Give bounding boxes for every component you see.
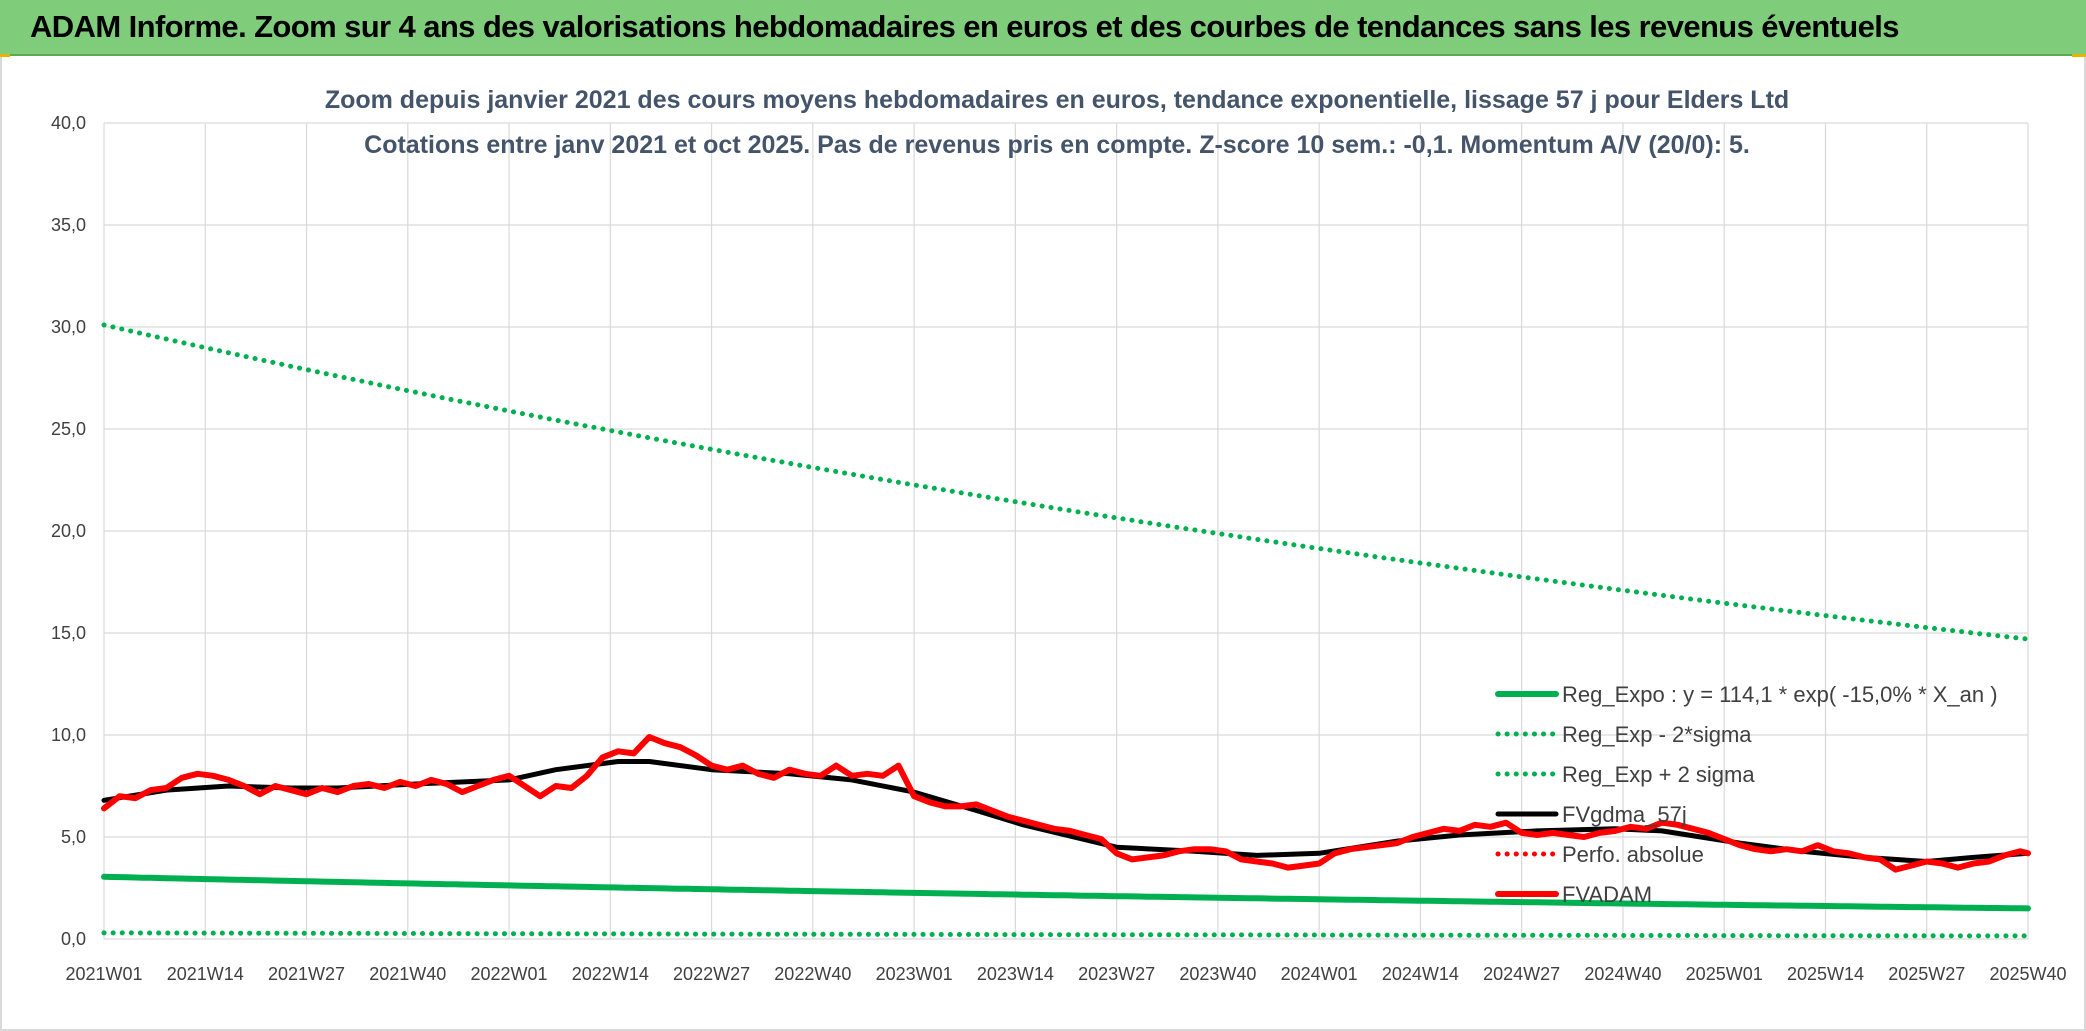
series-line-reg-exp-2 [101,322,2031,642]
x-tick-label: 2025W14 [1787,964,1864,984]
y-tick-label: 15,0 [51,623,86,643]
y-axis-ticks: 0,0 5,0 10,0 15,0 20,0 25,0 30,0 35,0 40,0 [51,113,86,949]
y-tick-label: 5,0 [61,827,86,847]
y-tick-label: 25,0 [51,419,86,439]
y-tick-label: 40,0 [51,113,86,133]
legend-entry: Reg_Expo : y = 114,1 * exp( -15,0% * X_a… [1562,682,1998,707]
x-tick-label: 2024W40 [1584,964,1661,984]
y-tick-label: 35,0 [51,215,86,235]
series-line-fvadam [101,734,2031,873]
gridlines [103,122,2029,940]
x-tick-label: 2022W27 [673,964,750,984]
x-tick-label: 2024W14 [1382,964,1459,984]
y-tick-label: 20,0 [51,521,86,541]
legend-entry: FVgdma_57j [1562,802,1687,827]
y-tick-label: 10,0 [51,725,86,745]
x-tick-label: 2021W14 [167,964,244,984]
x-tick-label: 2022W14 [572,964,649,984]
x-tick-label: 2024W27 [1483,964,1560,984]
x-axis-ticks: 2021W01 2021W14 2021W27 2021W40 2022W01 2022W… [65,964,2066,984]
x-tick-label: 2021W01 [65,964,142,984]
y-tick-label: 30,0 [51,317,86,337]
legend: Reg_Expo : y = 114,1 * exp( -15,0% * X_a… [1495,682,1998,907]
x-tick-label: 2021W27 [268,964,345,984]
x-tick-label: 2022W40 [774,964,851,984]
y-tick-label: 0,0 [61,929,86,949]
x-tick-label: 2025W27 [1888,964,1965,984]
banner-title: ADAM Informe. Zoom sur 4 ans des valoris… [30,9,1900,44]
x-tick-label: 2025W40 [1989,964,2066,984]
x-tick-label: 2022W01 [471,964,548,984]
x-tick-label: 2023W40 [1179,964,1256,984]
series-line-reg-exp-2 [101,930,2031,939]
corner-accent-right [2072,54,2086,57]
chart-title-line2: Cotations entre janv 2021 et oct 2025. P… [364,131,1750,159]
legend-entry: Reg_Exp + 2 sigma [1562,762,1755,787]
legend-entry: Perfo. absolue [1562,842,1704,867]
legend-entry: Reg_Exp - 2*sigma [1562,722,1752,747]
title-banner: ADAM Informe. Zoom sur 4 ans des valoris… [0,0,2086,56]
x-tick-label: 2021W40 [369,964,446,984]
x-tick-label: 2024W01 [1281,964,1358,984]
x-tick-label: 2023W01 [876,964,953,984]
series-line-reg-expo-y [101,873,2031,912]
corner-accent-left [0,54,10,57]
series-lines [101,322,2031,939]
x-tick-label: 2025W01 [1686,964,1763,984]
legend-entry: FVADAM [1562,882,1652,907]
x-tick-label: 2023W14 [977,964,1054,984]
x-tick-label: 2023W27 [1078,964,1155,984]
chart-title-line1: Zoom depuis janvier 2021 des cours moyen… [325,86,1789,114]
